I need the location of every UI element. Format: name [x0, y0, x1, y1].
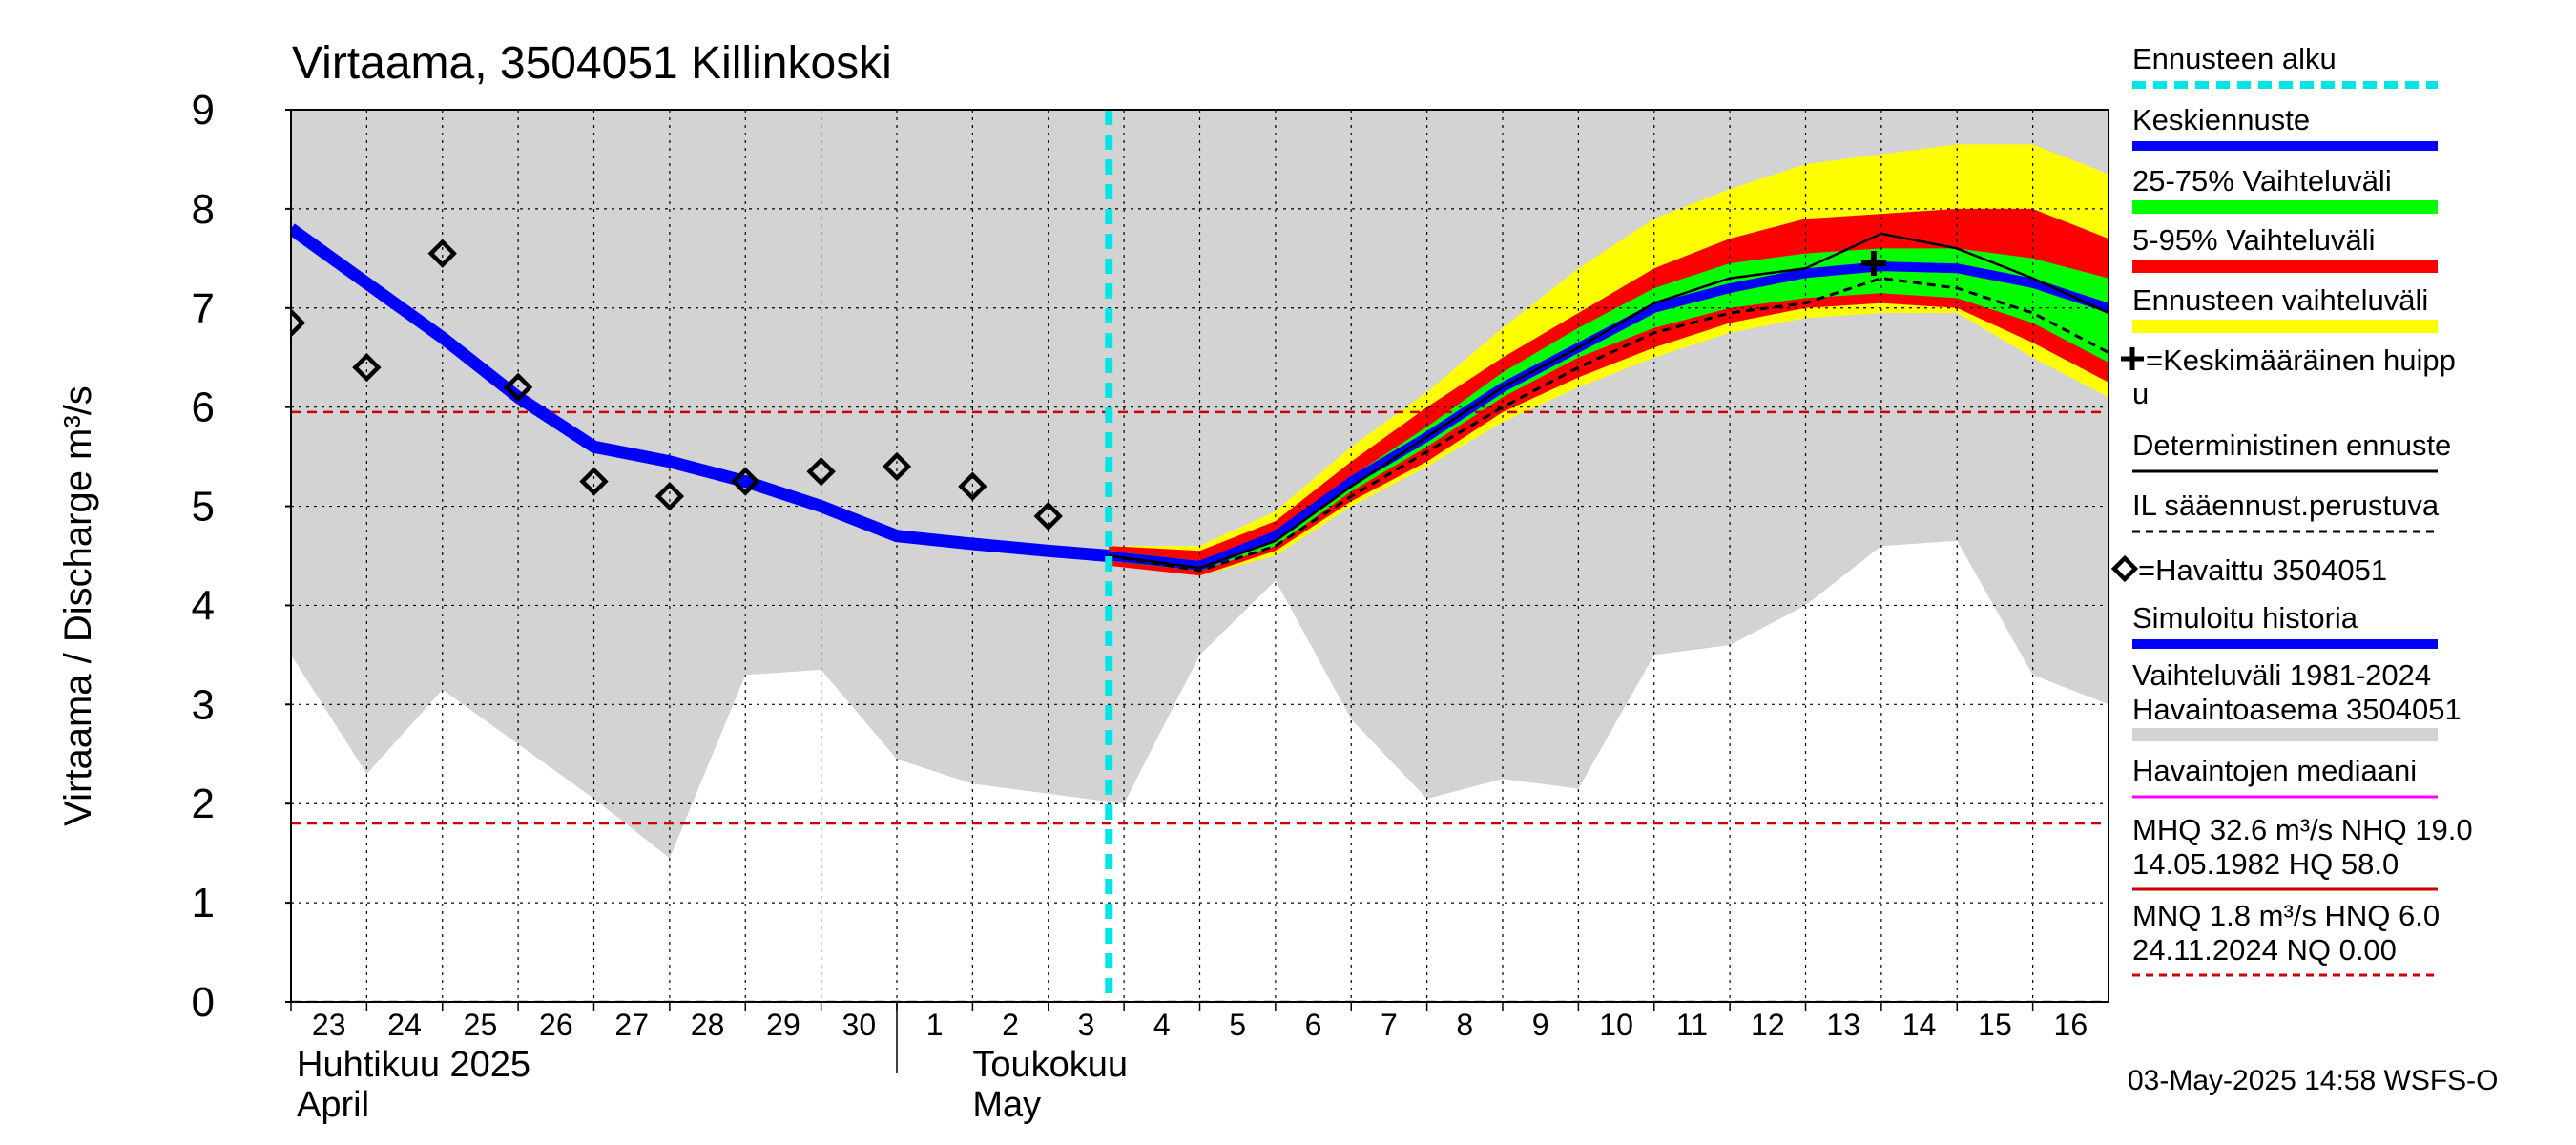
legend-label: IL sääennust.perustuva: [2132, 489, 2440, 522]
legend-item: 5-95% Vaihteluväli: [2132, 223, 2438, 273]
mean-forecast-line: [1108, 261, 2109, 571]
y-tick-label: 5: [192, 484, 215, 531]
legend-item: Deterministinen ennuste: [2132, 428, 2451, 473]
plot-content: [291, 110, 2109, 1002]
x-tick-label: 1: [926, 1008, 944, 1042]
x-tick-label: 30: [842, 1008, 877, 1042]
month-label-en: May: [972, 1085, 1041, 1125]
legend-diamond-icon: [2110, 554, 2139, 583]
y-tick-label: 0: [192, 979, 215, 1026]
legend-label: MHQ 32.6 m³/s NHQ 19.0: [2132, 813, 2473, 846]
x-tick-label: 5: [1229, 1008, 1246, 1042]
legend-item: MHQ 32.6 m³/s NHQ 19.014.05.1982 HQ 58.0: [2132, 813, 2473, 891]
x-tick-label: 11: [1676, 1008, 1708, 1042]
observed-point: [731, 467, 760, 496]
legend-item: Simuloitu historia: [2132, 601, 2438, 649]
month-label: Toukokuu: [972, 1045, 1128, 1085]
simulated-history-line: [291, 223, 1110, 562]
x-tick-label: 27: [614, 1008, 649, 1042]
legend-item: MNQ 1.8 m³/s HNQ 6.024.11.2024 NQ 0.00: [2132, 899, 2440, 977]
mean-peak-marker: [1860, 251, 1886, 277]
legend-label: Havaintojen mediaani: [2132, 754, 2417, 787]
x-tick-label: 28: [691, 1008, 725, 1042]
month-label-en: April: [297, 1085, 369, 1125]
x-tick-label: 6: [1305, 1008, 1322, 1042]
x-tick-label: 8: [1456, 1008, 1473, 1042]
x-tick-label: 16: [2054, 1008, 2088, 1042]
x-tick-label: 7: [1381, 1008, 1398, 1042]
y-tick-label: 8: [192, 186, 215, 233]
legend-item: Vaihteluväli 1981-2024 Havaintoasema 350…: [2132, 658, 2462, 741]
x-tick-label: 13: [1826, 1008, 1860, 1042]
footer-timestamp: 03-May-2025 14:58 WSFS-O: [2128, 1065, 2499, 1096]
observed-point: [958, 471, 987, 501]
observed-point: [579, 467, 609, 496]
legend-label: Ennusteen vaihteluväli: [2132, 283, 2428, 317]
legend-label: 25-75% Vaihteluväli: [2132, 164, 2392, 198]
x-tick-label: 3: [1078, 1008, 1095, 1042]
legend-item: IL sääennust.perustuva: [2132, 489, 2440, 533]
y-tick-label: 9: [192, 87, 215, 134]
x-tick-label: 15: [1978, 1008, 2012, 1042]
x-tick-label: 9: [1532, 1008, 1549, 1042]
legend-label: 14.05.1982 HQ 58.0: [2132, 847, 2399, 881]
x-tick-label: 25: [464, 1008, 498, 1042]
y-axis-label: Virtaama / Discharge m³/s: [57, 385, 99, 826]
y-tick-label: 6: [192, 385, 215, 431]
x-tick-label: 12: [1751, 1008, 1785, 1042]
x-tick-label: 4: [1153, 1008, 1171, 1042]
legend-label: u: [2132, 377, 2149, 410]
legend-label: Simuloitu historia: [2132, 601, 2358, 635]
weather-forecast-line: [1108, 277, 2109, 572]
observed-point: [427, 239, 457, 268]
legend-label: Deterministinen ennuste: [2132, 428, 2451, 462]
legend-label: Keskiennuste: [2132, 103, 2310, 136]
chart-title: Virtaama, 3504051 Killinkoski: [292, 38, 892, 89]
x-tick-label: 23: [312, 1008, 346, 1042]
x-tick-label: 24: [387, 1008, 422, 1042]
legend-item: Havaintojen mediaani: [2132, 754, 2438, 799]
legend-item: =Havaittu 3504051: [2110, 553, 2387, 587]
y-axis: 0 1 2 3 4 5 6 7 8 9: [192, 87, 291, 1026]
legend-label: MNQ 1.8 m³/s HNQ 6.0: [2132, 899, 2440, 932]
legend-label: Ennusteen alku: [2132, 42, 2337, 75]
observed-point: [291, 308, 306, 338]
x-tick-label: 29: [766, 1008, 800, 1042]
observed-point: [352, 352, 382, 383]
legend-label: Vaihteluväli 1981-2024: [2132, 658, 2431, 692]
x-tick-label: 10: [1599, 1008, 1633, 1042]
month-label: Huhtikuu 2025: [297, 1045, 530, 1085]
legend-label: 5-95% Vaihteluväli: [2132, 223, 2375, 257]
y-tick-label: 2: [192, 781, 215, 827]
legend-item: Ennusteen alku: [2132, 42, 2438, 89]
legend-label: =Havaittu 3504051: [2138, 553, 2387, 587]
x-tick-label: 2: [1002, 1008, 1019, 1042]
legend-label: Havaintoasema 3504051: [2132, 693, 2462, 726]
legend-item: Keskiennuste: [2132, 103, 2438, 151]
legend-label: =Keskimääräinen huipp: [2146, 344, 2456, 377]
legend-item: 25-75% Vaihteluväli: [2132, 164, 2438, 214]
x-tick-label: 26: [539, 1008, 573, 1042]
y-tick-label: 7: [192, 285, 215, 332]
observed-point: [503, 372, 533, 403]
observed-point: [1033, 501, 1063, 531]
deterministic-forecast-line: [1109, 232, 2109, 570]
y-tick-label: 1: [192, 880, 215, 926]
legend-plus-icon: [2121, 347, 2144, 370]
observed-point: [882, 451, 912, 482]
legend-label: 24.11.2024 NQ 0.00: [2132, 933, 2397, 967]
y-tick-label: 3: [192, 681, 215, 728]
observed-point: [654, 481, 685, 511]
observed-point: [806, 457, 836, 487]
x-tick-label: 14: [1902, 1008, 1937, 1042]
legend-item: Ennusteen vaihteluväli: [2132, 283, 2438, 333]
x-axis: 23 24 25 26 27 28 29 30 1 2 3 4 5 6 7 8 9 10 11 12 13 14 15 16H…: [290, 1002, 2088, 1125]
plot-area: [290, 109, 2109, 1003]
legend: Ennusteen alku Keskiennuste 25-75% Vaihtel…: [2110, 42, 2473, 977]
y-tick-label: 4: [192, 582, 215, 629]
